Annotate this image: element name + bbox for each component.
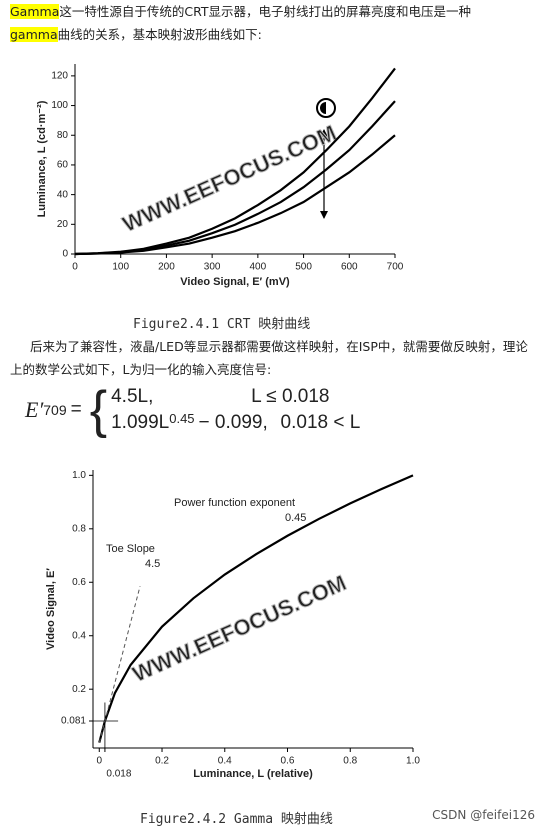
caption: Figure2.4.1 CRT 映射曲线 [133, 317, 311, 332]
case-expr: − 0.099, [198, 412, 268, 433]
x-tick-label: 0.4 [218, 756, 232, 767]
paragraph: 后来为了兼容性，液晶/LED等显示器都需要做这样映射，在ISP中，就需要做反映射… [10, 339, 528, 377]
y-tick-label: 0.4 [72, 630, 86, 641]
brace: { [89, 381, 108, 439]
y-tick-label: 120 [51, 71, 68, 82]
term: Gamma [10, 4, 60, 19]
case-exp: 0.45 [169, 410, 195, 426]
x-tick-label: 0.8 [343, 756, 357, 767]
contrast-icon-half [320, 102, 326, 114]
x-tick-label: 0.6 [281, 756, 295, 767]
series-line [74, 134, 396, 256]
x-tick-label: 100 [112, 262, 129, 273]
formula: E′ 709 = { 4.5L, L ≤ 0.018 1.099L 0.45− 0.0… [25, 384, 360, 436]
footer: CSDN @feifei126 [432, 808, 535, 822]
y-tick-label: 0.081 [61, 716, 86, 727]
y-tick-label: 80 [57, 130, 69, 141]
x-tick-label: 1.0 [406, 756, 420, 767]
x-tick-label: 200 [158, 262, 175, 273]
x-tick-label: 0 [96, 756, 102, 767]
y-tick-label: 0.8 [72, 523, 86, 534]
y-tick-label: 20 [57, 219, 69, 230]
case-expr: 1.099L [111, 412, 170, 433]
x-tick-label: 500 [295, 262, 312, 273]
case: 1.099L 0.45− 0.099, 0.018 < L [111, 410, 360, 436]
case-cond: 0.018 < L [280, 412, 361, 433]
annotation: Power function exponent [174, 497, 295, 509]
y-tick-label: 0.6 [72, 577, 86, 588]
x-tick-label: 0 [72, 262, 78, 273]
formula-sub: 709 [43, 402, 67, 418]
watermark: WWW.EEFOCUS.COM [119, 120, 340, 237]
y-tick-label: 100 [51, 100, 68, 111]
y-tick-label: 60 [57, 160, 69, 171]
y-axis-title: Video Signal, E′ [45, 568, 57, 650]
x-tick-label: 0.2 [155, 756, 169, 767]
term: gamma [10, 27, 58, 42]
annotation: 0.45 [285, 512, 306, 524]
y-tick-label: 1.0 [72, 470, 86, 481]
x-axis-title: Video Signal, E′ (mV) [180, 276, 290, 288]
formula-lhs: E′ [25, 397, 44, 422]
text: 曲线的关系，基本映射波形曲线如下: [57, 27, 262, 42]
y-axis-title: Luminance, L (cd·m⁻²) [36, 100, 48, 217]
y-tick-label: 0 [62, 249, 68, 260]
series-line [98, 586, 141, 743]
cases: 4.5L, L ≤ 0.018 1.099L 0.45− 0.099, 0.018 <… [111, 384, 360, 436]
formula-eq: = [70, 399, 82, 420]
case-expr: 4.5L, [111, 386, 154, 407]
x-axis-title: Luminance, L (relative) [193, 768, 313, 780]
annotation: 4.5 [145, 558, 160, 570]
x-tick-label: 700 [387, 262, 404, 273]
y-tick-label: 40 [57, 189, 69, 200]
y-tick-label: 0.2 [72, 684, 86, 695]
text: 这一特性源自于传统的CRT显示器，电子射线打出的屏幕亮度和电压是一种 [59, 4, 472, 19]
case-cond: L ≤ 0.018 [251, 386, 330, 407]
x-tick-label: 400 [250, 262, 267, 273]
case: 4.5L, L ≤ 0.018 [111, 384, 360, 410]
caption: Figure2.4.2 Gamma 映射曲线 [140, 812, 333, 827]
annotation: Toe Slope [106, 543, 155, 555]
series-line [98, 474, 414, 743]
x-tick-label: 600 [341, 262, 358, 273]
x-tick-label: 0.018 [106, 769, 131, 780]
x-tick-label: 300 [204, 262, 221, 273]
paragraph: Gamma这一特性源自于传统的CRT显示器，电子射线打出的屏幕亮度和电压是一种 g… [10, 0, 540, 46]
